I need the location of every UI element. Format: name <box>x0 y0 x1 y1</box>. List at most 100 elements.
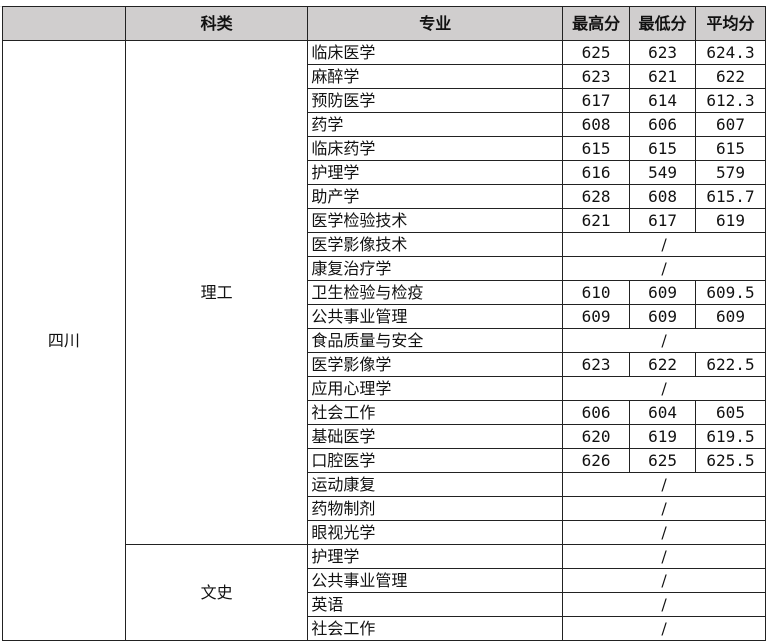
avg-score-cell: 619.5 <box>695 424 766 449</box>
avg-score-cell: 622 <box>695 64 766 89</box>
min-score-cell: 617 <box>629 208 696 233</box>
major-cell: 药物制剂 <box>307 496 564 521</box>
major-cell: 公共事业管理 <box>307 304 564 329</box>
no-data-cell: / <box>562 472 766 497</box>
min-score-cell: 622 <box>629 352 696 377</box>
major-cell: 眼视光学 <box>307 520 564 545</box>
no-data-cell: / <box>562 256 766 281</box>
major-cell: 社会工作 <box>307 400 564 425</box>
min-score-cell: 615 <box>629 136 696 161</box>
major-cell: 口腔医学 <box>307 448 564 473</box>
min-score-cell: 604 <box>629 400 696 425</box>
avg-score-cell: 622.5 <box>695 352 766 377</box>
major-cell: 食品质量与安全 <box>307 328 564 353</box>
major-cell: 医学影像学 <box>307 352 564 377</box>
major-cell: 医学影像技术 <box>307 232 564 257</box>
major-cell: 英语 <box>307 592 564 617</box>
max-score-cell: 628 <box>562 184 631 209</box>
max-score-cell: 625 <box>562 40 631 65</box>
max-score-cell: 609 <box>562 304 631 329</box>
major-cell: 护理学 <box>307 160 564 185</box>
no-data-cell: / <box>562 616 766 641</box>
max-score-cell: 626 <box>562 448 631 473</box>
no-data-cell: / <box>562 232 766 257</box>
no-data-cell: / <box>562 568 766 593</box>
no-data-cell: / <box>562 592 766 617</box>
no-data-cell: / <box>562 376 766 401</box>
table-row: 临床药学 615 615 615 <box>3 136 766 161</box>
avg-score-cell: 609 <box>695 304 766 329</box>
header-category: 科类 <box>124 6 309 41</box>
max-score-cell: 621 <box>562 208 631 233</box>
table-row: 应用心理学 / <box>3 376 766 401</box>
table-row: 口腔医学 626 625 625.5 <box>3 448 766 473</box>
min-score-cell: 609 <box>629 280 696 305</box>
major-cell: 康复治疗学 <box>307 256 564 281</box>
major-cell: 药学 <box>307 112 564 137</box>
major-cell: 基础医学 <box>307 424 564 449</box>
avg-score-cell: 615 <box>695 136 766 161</box>
max-score-cell: 617 <box>562 88 631 113</box>
avg-score-cell: 609.5 <box>695 280 766 305</box>
table-row: 麻醉学 623 621 622 <box>3 64 766 89</box>
max-score-cell: 606 <box>562 400 631 425</box>
no-data-cell: / <box>562 496 766 521</box>
max-score-cell: 620 <box>562 424 631 449</box>
max-score-cell: 623 <box>562 352 631 377</box>
header-major: 专业 <box>307 6 564 41</box>
major-cell: 社会工作 <box>307 616 564 641</box>
no-data-cell: / <box>562 520 766 545</box>
no-data-cell: / <box>562 328 766 353</box>
min-score-cell: 625 <box>629 448 696 473</box>
major-cell: 公共事业管理 <box>307 568 564 593</box>
min-score-cell: 606 <box>629 112 696 137</box>
min-score-cell: 614 <box>629 88 696 113</box>
table-row: 医学检验技术 621 617 619 <box>3 208 766 233</box>
min-score-cell: 609 <box>629 304 696 329</box>
major-cell: 预防医学 <box>307 88 564 113</box>
category-cell: 理工 <box>124 40 309 545</box>
avg-score-cell: 579 <box>695 160 766 185</box>
header-province <box>2 6 126 41</box>
min-score-cell: 608 <box>629 184 696 209</box>
major-cell: 运动康复 <box>307 472 564 497</box>
min-score-cell: 619 <box>629 424 696 449</box>
avg-score-cell: 607 <box>695 112 766 137</box>
header-row: 科类 专业 最高分 最低分 平均分 <box>2 6 766 41</box>
table-row: 卫生检验与检疫 610 609 609.5 <box>3 280 766 305</box>
major-cell: 临床药学 <box>307 136 564 161</box>
avg-score-cell: 619 <box>695 208 766 233</box>
table-row: 医学影像学 623 622 622.5 <box>3 352 766 377</box>
avg-score-cell: 625.5 <box>695 448 766 473</box>
major-cell: 医学检验技术 <box>307 208 564 233</box>
major-cell: 助产学 <box>307 184 564 209</box>
table-row: 社会工作 / <box>3 616 766 641</box>
min-score-cell: 621 <box>629 64 696 89</box>
table-row: 药学 608 606 607 <box>3 112 766 137</box>
major-cell: 护理学 <box>307 544 564 569</box>
province-cell: 四川 <box>2 40 126 641</box>
min-score-cell: 549 <box>629 160 696 185</box>
max-score-cell: 615 <box>562 136 631 161</box>
max-score-cell: 610 <box>562 280 631 305</box>
avg-score-cell: 615.7 <box>695 184 766 209</box>
major-cell: 应用心理学 <box>307 376 564 401</box>
major-cell: 临床医学 <box>307 40 564 65</box>
no-data-cell: / <box>562 544 766 569</box>
table-row: 助产学 628 608 615.7 <box>3 184 766 209</box>
table-row: 四川 理工 临床医学 625 623 624.3 <box>2 40 766 641</box>
table-row: 英语 / <box>3 592 766 617</box>
table-row: 食品质量与安全 / <box>3 328 766 353</box>
min-score-cell: 623 <box>629 40 696 65</box>
admission-scores-table: 科类 专业 最高分 最低分 平均分 四川 理工 临床医学 625 623 624.3 麻醉学… <box>2 6 766 641</box>
table-row: 预防医学 617 614 612.3 <box>3 88 766 113</box>
table-row: 文史 护理学 / <box>3 544 766 641</box>
max-score-cell: 608 <box>562 112 631 137</box>
major-cell: 麻醉学 <box>307 64 564 89</box>
table-row: 社会工作 606 604 605 <box>3 400 766 425</box>
category-cell: 文史 <box>124 544 309 641</box>
header-min: 最低分 <box>629 6 696 41</box>
table-row: 基础医学 620 619 619.5 <box>3 424 766 449</box>
header-max: 最高分 <box>562 6 631 41</box>
table-row: 眼视光学 / <box>3 520 766 545</box>
